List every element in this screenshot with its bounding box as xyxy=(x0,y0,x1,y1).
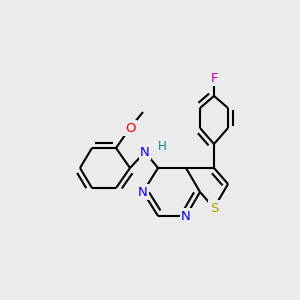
Text: N: N xyxy=(140,146,150,158)
Text: O: O xyxy=(125,122,135,134)
Text: F: F xyxy=(210,71,218,85)
Text: S: S xyxy=(210,202,218,214)
Text: N: N xyxy=(138,185,148,199)
Text: H: H xyxy=(158,140,166,152)
Text: N: N xyxy=(181,209,191,223)
